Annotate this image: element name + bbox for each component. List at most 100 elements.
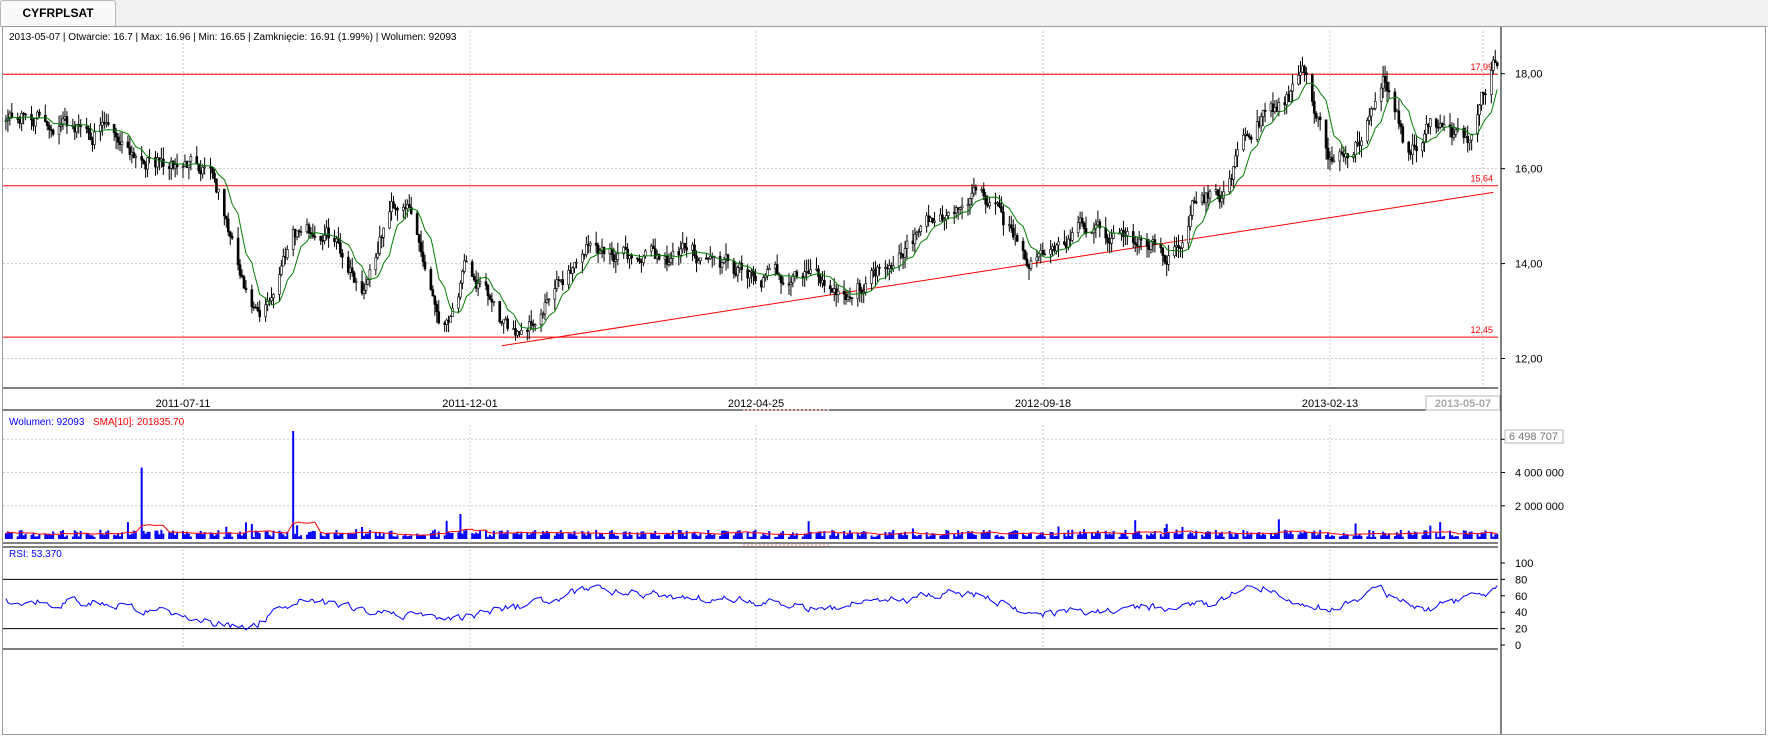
volume-bar (490, 536, 493, 539)
volume-bar (1118, 536, 1121, 539)
volume-bar (1057, 526, 1060, 539)
candle-body (683, 242, 686, 248)
volume-bar (1256, 532, 1259, 539)
volume-bar (1327, 532, 1330, 539)
candle-body (545, 299, 549, 303)
volume-bar (140, 467, 143, 539)
candle-body (1425, 123, 1428, 135)
volume-bar (341, 532, 344, 539)
tab-cyfrplsat[interactable]: CYFRPLSAT (0, 0, 116, 26)
volume-bar (451, 532, 454, 539)
volume-bar (959, 534, 962, 539)
candle-body (423, 261, 427, 270)
candle-body (1000, 206, 1003, 213)
candle-body (1070, 232, 1074, 241)
price-panel[interactable]: 2011-07-11 2011-12-01 2012-04-25 2012-09-18… (3, 27, 1543, 734)
volume-bar (1037, 534, 1040, 539)
volume-bar (994, 535, 997, 539)
candle-body (529, 321, 533, 325)
candle-body (457, 296, 460, 309)
volume-bar (201, 534, 204, 539)
volume-bar (1181, 526, 1184, 539)
volume-bar (1285, 530, 1288, 539)
candle-body (1482, 91, 1485, 95)
chart-area[interactable]: 2013-05-07 | Otwarcie: 16.7 | Max: 16.96… (2, 26, 1766, 735)
candle-body (846, 296, 850, 301)
candle-body (156, 157, 159, 168)
volume-bar (968, 531, 971, 539)
volume-bar (406, 536, 409, 539)
volume-bar (665, 533, 668, 539)
volume-bar (898, 533, 901, 539)
candle-body (470, 261, 474, 277)
y-tick-label: 80 (1515, 574, 1527, 586)
volume-bar (929, 535, 932, 539)
volume-bar (624, 531, 627, 539)
volume-bar (601, 533, 604, 539)
candle-body (933, 220, 936, 223)
volume-bar (1039, 532, 1042, 539)
volume-bar (126, 522, 129, 539)
candle-body (988, 202, 991, 207)
candle-body (492, 301, 496, 303)
volume-bar (858, 535, 861, 539)
y-tick-label: 12,00 (1515, 354, 1543, 366)
volume-bar (1016, 530, 1019, 539)
volume-bar (99, 529, 102, 539)
chart-svg[interactable]: 2013-05-07 | Otwarcie: 16.7 | Max: 16.96… (3, 27, 1765, 734)
volume-bar (333, 533, 336, 539)
volume-bar (1151, 534, 1154, 539)
y-tick-label: 16,00 (1515, 164, 1543, 176)
candle-body (1393, 91, 1397, 113)
volume-bar (874, 536, 877, 539)
candle-body (1379, 87, 1383, 102)
volume-bar (374, 532, 377, 539)
candle-body (242, 276, 246, 289)
volume-bar (961, 532, 964, 539)
volume-bar (1330, 535, 1333, 539)
volume-bar (189, 536, 192, 539)
volume-bar (986, 531, 989, 539)
volume-bar (1175, 529, 1178, 539)
rsi-panel[interactable]: 0 20 40 60 80 100 (3, 546, 1533, 652)
candle-body (1466, 135, 1470, 144)
volume-bar (628, 531, 631, 539)
volume-bar (789, 534, 792, 539)
volume-bar (697, 536, 700, 539)
volume-bar (323, 536, 326, 539)
volume-bar (242, 533, 245, 539)
candle-body (1413, 144, 1416, 147)
volume-bar (286, 531, 289, 539)
candle-body (748, 271, 751, 279)
volume-bar (1014, 530, 1017, 539)
volume-bar (1063, 533, 1066, 539)
volume-bar (817, 531, 820, 539)
volume-bar (947, 530, 950, 539)
volume-bar (1043, 536, 1046, 539)
volume-bar (4, 533, 7, 539)
volume-bar (526, 532, 529, 539)
candle-body (240, 274, 244, 278)
volume-bar (652, 533, 655, 539)
volume-bar (872, 536, 875, 539)
candle-body (79, 125, 82, 127)
current-date-box (1425, 395, 1501, 411)
volume-bar (654, 530, 657, 539)
candle-body (346, 256, 350, 273)
volume-bar (1411, 535, 1414, 539)
volume-bar (148, 531, 151, 539)
volume-bar (479, 530, 482, 539)
volume-bar (1104, 530, 1107, 539)
volume-bar (823, 531, 826, 539)
volume-bar (300, 535, 303, 539)
candle-body (285, 249, 289, 259)
trend-line (501, 191, 1494, 347)
volume-bar (1452, 536, 1455, 539)
candle-body (1383, 76, 1387, 83)
volume-bar (250, 524, 253, 539)
volume-bar (1372, 530, 1375, 539)
candle-body (720, 262, 724, 268)
candle-body (217, 188, 220, 193)
volume-bar (1167, 532, 1170, 539)
